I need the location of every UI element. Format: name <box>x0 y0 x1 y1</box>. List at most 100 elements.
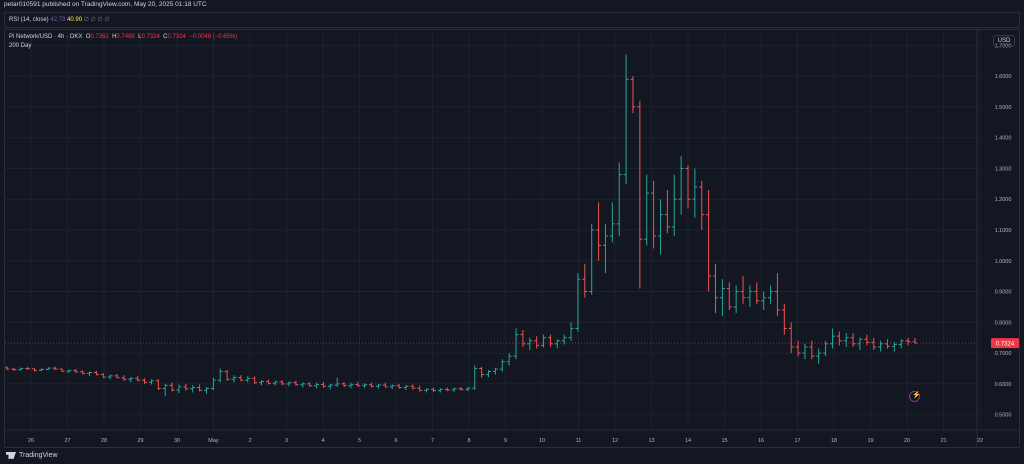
ohlc-bar <box>768 285 774 304</box>
ohlc-bar <box>527 337 533 350</box>
ohlc-bar <box>100 373 106 379</box>
ohlc-bar <box>341 382 347 387</box>
y-tick-label: 1.6000 <box>995 74 1012 80</box>
ohlc-bar <box>114 374 120 379</box>
x-tick-label: 4 <box>321 438 324 444</box>
ohlc-bar <box>637 100 643 289</box>
lightning-icon[interactable] <box>909 391 921 402</box>
low-label: L <box>138 34 142 40</box>
ohlc-bar <box>871 337 877 350</box>
ohlc-bar <box>148 379 154 385</box>
ohlc-bar <box>616 162 622 237</box>
ohlc-bar <box>169 382 175 392</box>
ohlc-bar <box>713 263 719 314</box>
ohlc-bar <box>389 384 395 390</box>
ohlc-bar <box>534 336 540 349</box>
open-label: O <box>85 34 91 40</box>
symbol-title[interactable]: Pi Network/USD · 4h · OKX <box>9 34 83 40</box>
ohlc-bar <box>238 375 244 382</box>
x-tick-label: 6 <box>394 438 397 444</box>
ohlc-bar <box>623 54 629 184</box>
ohlc-bar <box>424 388 430 393</box>
tradingview-logo[interactable]: TradingView <box>6 452 58 459</box>
ohlc-bar <box>259 380 265 386</box>
price-chart[interactable]: 1.70001.60001.50001.40001.30001.20001.10… <box>5 30 1020 448</box>
ohlc-bar <box>602 223 608 274</box>
x-tick-label: 17 <box>794 438 800 444</box>
last-price-badge <box>991 338 1019 349</box>
ohlc-bar <box>265 379 271 385</box>
ohlc-bar <box>561 334 567 345</box>
ohlc-bar <box>781 303 787 335</box>
ohlc-bar <box>547 334 553 347</box>
ohlc-bar <box>155 379 161 390</box>
rsi-value-1: 42.73 <box>50 17 66 23</box>
x-tick-label: 16 <box>758 438 764 444</box>
ohlc-bar <box>740 276 746 304</box>
ohlc-bar <box>506 353 512 366</box>
x-tick-label: 28 <box>101 438 107 444</box>
x-tick-label: 9 <box>504 438 507 444</box>
rsi-extras: ∅ ∅ ∅ ∅ <box>83 17 110 23</box>
currency-button[interactable]: USD <box>993 35 1015 47</box>
price-pane[interactable]: Pi Network/USD · 4h · OKX O0.7362 H0.748… <box>4 29 1020 448</box>
published-text: petar010591 published on TradingView.com… <box>4 1 207 8</box>
ohlc-bar <box>66 369 72 374</box>
footer: TradingView <box>0 448 1024 464</box>
ohlc-bar <box>327 383 333 390</box>
ohlc-bar <box>513 328 519 360</box>
ohlc-bar <box>245 376 251 383</box>
ohlc-bar <box>644 174 650 246</box>
ohlc-bar <box>898 339 904 349</box>
ohlc-bar <box>224 370 230 381</box>
ohlc-bar <box>678 156 684 215</box>
y-tick-label: 0.6000 <box>995 382 1012 388</box>
ohlc-bar <box>18 367 24 371</box>
ohlc-bar <box>73 369 79 373</box>
high-value: 0.7489 <box>116 34 135 40</box>
ohlc-bar <box>568 322 574 341</box>
x-tick-label: 29 <box>137 438 143 444</box>
ohlc-bar <box>5 366 10 370</box>
ohlc-bar <box>362 383 368 389</box>
ohlc-bar <box>706 190 712 292</box>
ohlc-bar <box>809 340 815 360</box>
x-tick-label: 30 <box>174 438 180 444</box>
ohlc-bar <box>217 368 223 383</box>
ohlc-bar <box>630 76 636 114</box>
ohlc-bar <box>403 385 409 390</box>
open-value: 0.7362 <box>90 34 109 40</box>
ohlc-bar <box>396 383 402 389</box>
ohlc-bar <box>451 387 457 392</box>
chart-background <box>5 30 1019 447</box>
ohlc-bar <box>348 382 354 389</box>
ohlc-bar <box>582 263 588 298</box>
ohlc-bar <box>492 367 498 375</box>
ohlc-bar <box>699 180 705 230</box>
rsi-legend: RSI (14, close) 42.73 40.90 ∅ ∅ ∅ ∅ <box>9 16 110 23</box>
ohlc-bar <box>816 348 822 364</box>
publish-header: petar010591 published on TradingView.com… <box>0 0 1024 12</box>
ohlc-bar <box>829 328 835 349</box>
y-tick-label: 1.2000 <box>995 197 1012 203</box>
rsi-title: RSI (14, close) <box>9 17 49 23</box>
low-value: 0.7324 <box>141 34 160 40</box>
x-tick-label: 26 <box>28 438 34 444</box>
ohlc-bar <box>788 322 794 354</box>
ohlc-bar <box>279 380 285 386</box>
ohlc-bar <box>162 383 168 397</box>
ohlc-bar <box>314 382 320 389</box>
ohlc-bar <box>107 374 113 380</box>
ohlc-bar <box>334 377 340 387</box>
ohlc-bar <box>747 285 753 307</box>
brand-name: TradingView <box>19 452 58 459</box>
ohlc-bar <box>272 380 278 386</box>
ohlc-bar <box>754 282 760 304</box>
ohlc-bar <box>375 383 381 389</box>
ma-legend[interactable]: 200 Day <box>9 43 32 49</box>
ohlc-bar <box>795 340 801 357</box>
ohlc-bar <box>410 384 416 390</box>
y-tick-label: 0.7000 <box>995 351 1012 357</box>
ohlc-bar <box>850 333 856 347</box>
x-tick-label: 5 <box>358 438 361 444</box>
